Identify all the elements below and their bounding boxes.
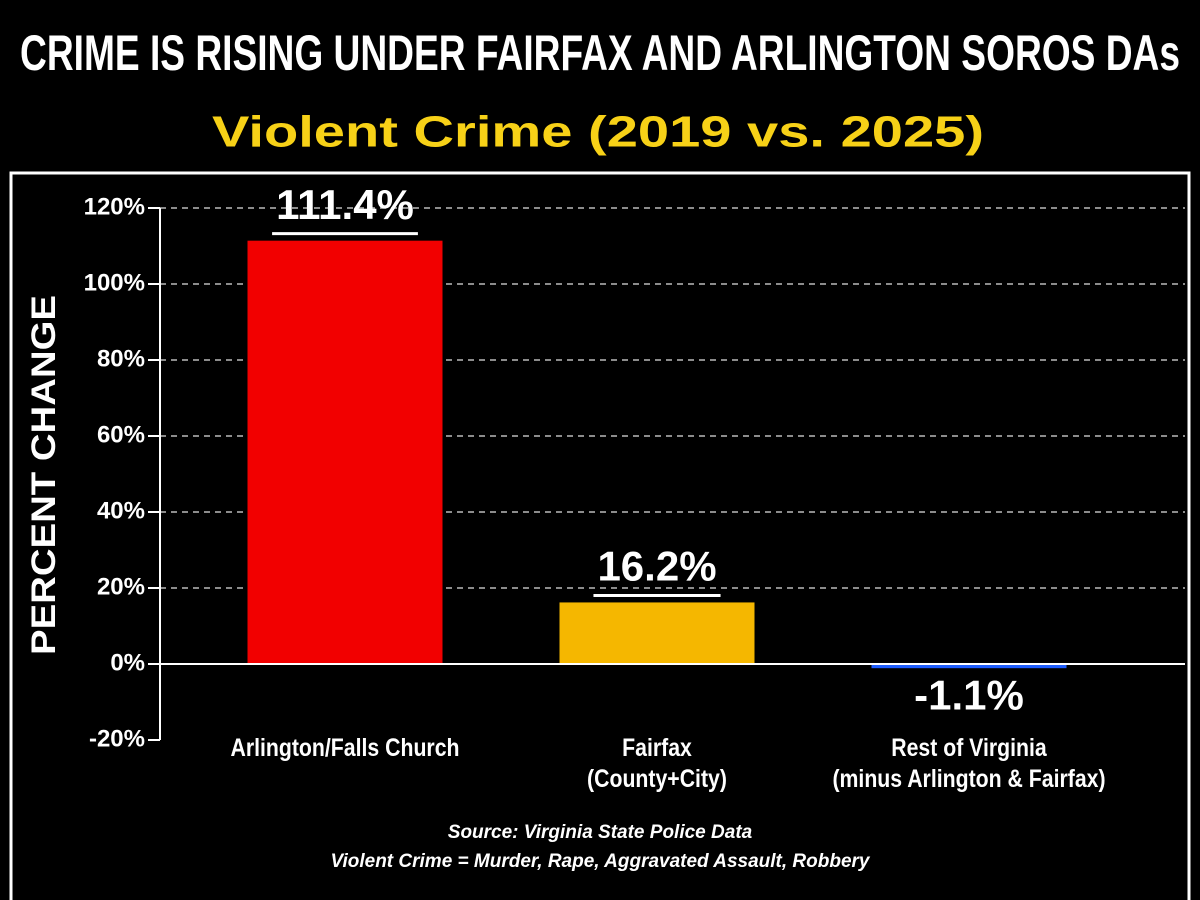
y-tick-label: 80% — [97, 345, 145, 372]
y-tick-label: 120% — [84, 193, 145, 220]
value-label: 16.2% — [597, 543, 716, 590]
y-tick-label: -20% — [89, 725, 145, 752]
x-tick-label: Fairfax (County+City) — [587, 734, 727, 793]
frame — [9, 171, 1191, 900]
y-tick-label: 60% — [97, 421, 145, 448]
bar — [559, 602, 755, 664]
bar — [247, 240, 443, 664]
chart-title: CRIME IS RISING UNDER FAIRFAX AND ARLING… — [20, 25, 1180, 81]
x-tick-label: Rest of Virginia (minus Arlington & Fair… — [832, 734, 1106, 793]
bar — [871, 664, 1067, 669]
x-tick-label: Arlington/Falls Church — [230, 734, 460, 762]
value-label: 111.4% — [276, 181, 414, 228]
y-tick-label: 100% — [84, 269, 145, 296]
value-label: -1.1% — [914, 671, 1024, 718]
y-tick-label: 20% — [97, 573, 145, 600]
chart-subtitle: Violent Crime (2019 vs. 2025) — [212, 108, 984, 157]
note: Violent Crime = Murder, Rape, Aggravated… — [331, 851, 871, 872]
source: Source: Virginia State Police Data — [448, 822, 753, 843]
y-axis-label: PERCENT CHANGE — [25, 295, 63, 655]
y-tick-label: 0% — [110, 649, 145, 676]
y-tick-label: 40% — [97, 497, 145, 524]
